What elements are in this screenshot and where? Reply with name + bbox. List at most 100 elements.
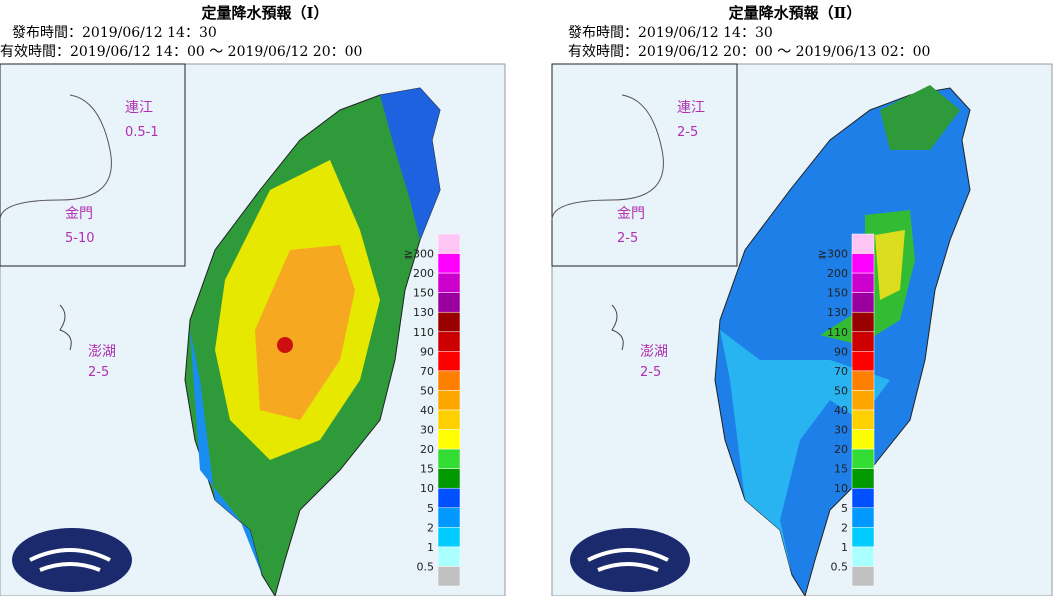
- inset-box: [0, 63, 186, 267]
- map: 連江0.5-1金門5-10澎湖2-5≧300200150130110907050…: [0, 63, 506, 596]
- valid-time: 有效時間：2019/06/12 14：00 ～ 2019/06/12 20：00: [0, 44, 363, 60]
- legend-swatch: [437, 409, 461, 430]
- legend-swatch: [437, 429, 461, 450]
- legend-swatch: [851, 546, 875, 567]
- legend-swatch: [851, 331, 875, 352]
- legend-label: 70: [834, 365, 848, 378]
- legend-label: 20: [834, 443, 848, 456]
- legend-swatch: [851, 351, 875, 372]
- legend-label: 110: [827, 326, 848, 339]
- legend-swatch: [437, 546, 461, 567]
- legend-label: 10: [834, 482, 848, 495]
- inset-name: 澎湖: [88, 344, 116, 360]
- legend-swatch: [851, 390, 875, 411]
- inset-value: 2-5: [88, 365, 109, 380]
- legend-swatch: [851, 311, 875, 333]
- legend-swatch: [437, 527, 461, 548]
- panel: 定量降水預報（Ⅱ） 發布時間：2019/06/12 14：30 有效時間：201…: [530, 0, 1060, 596]
- legend-label: 150: [413, 287, 434, 300]
- coast: [611, 304, 624, 351]
- map: 連江2-5金門2-5澎湖2-5≧300200150130110907050403…: [551, 63, 1053, 596]
- legend-label: 30: [420, 424, 434, 437]
- legend-swatch: [437, 468, 461, 489]
- inset-value: 2-5: [617, 231, 638, 246]
- legend-swatch: [851, 507, 875, 528]
- logo-mark: [587, 548, 669, 572]
- rain-area: [277, 337, 293, 353]
- legend-swatch: [851, 527, 875, 548]
- inset-value: 2-5: [640, 365, 661, 380]
- legend-label: 70: [420, 365, 434, 378]
- rain-area: [190, 330, 262, 575]
- legend-label: ≧300: [404, 248, 434, 261]
- inset-box: [551, 63, 738, 267]
- rain-area: [255, 245, 355, 420]
- logo: [570, 528, 690, 592]
- legend-swatch: [437, 448, 461, 469]
- legend-label: 0.5: [831, 560, 849, 573]
- legend-label: 50: [834, 384, 848, 397]
- legend-label: 150: [827, 287, 848, 300]
- rain-area: [720, 330, 890, 575]
- legend-label: 50: [420, 384, 434, 397]
- inset-name: 金門: [65, 206, 93, 222]
- legend-label: 5: [841, 502, 848, 515]
- legend-label: 110: [413, 326, 434, 339]
- legend-label: 200: [827, 267, 848, 280]
- legend-swatch: [851, 370, 875, 391]
- legend-swatch: [851, 487, 875, 509]
- inset-value: 5-10: [65, 231, 95, 246]
- legend-swatch: [851, 429, 875, 450]
- legend-label: 40: [420, 404, 434, 417]
- legend-swatch: [851, 409, 875, 430]
- legend-swatch: [437, 292, 461, 313]
- inset-value: 0.5-1: [125, 125, 159, 140]
- coast: [0, 94, 112, 221]
- inset-name: 連江: [677, 100, 705, 116]
- issue-time: 發布時間：2019/06/12 14：30: [568, 25, 773, 41]
- legend-label: 2: [427, 521, 434, 534]
- legend-label: ≧300: [818, 248, 848, 261]
- legend-label: 1: [427, 541, 434, 554]
- valid-time: 有效時間：2019/06/12 20：00 ～ 2019/06/13 02：00: [568, 44, 931, 60]
- rain-area: [380, 88, 440, 240]
- title: 定量降水預報（Ⅱ）: [728, 4, 862, 22]
- legend-swatch: [437, 272, 461, 293]
- inset-name: 連江: [125, 100, 153, 116]
- legend-swatch: [437, 390, 461, 411]
- legend-swatch: [851, 233, 875, 254]
- legend-label: 130: [413, 306, 434, 319]
- rain-area: [880, 85, 960, 150]
- coast: [551, 94, 664, 221]
- issue-time: 發布時間：2019/06/12 14：30: [12, 25, 217, 41]
- logo-mark: [29, 548, 111, 572]
- legend-swatch: [437, 331, 461, 352]
- legend-swatch: [437, 351, 461, 372]
- legend-label: 15: [834, 463, 848, 476]
- legend-swatch: [851, 292, 875, 313]
- panel: 定量降水預報（Ⅰ） 發布時間：2019/06/12 14：30 有效時間：201…: [0, 4, 506, 596]
- logo: [12, 528, 132, 592]
- legend-swatch: [437, 370, 461, 391]
- legend-swatch: [437, 487, 461, 509]
- legend-swatch: [437, 253, 461, 274]
- legend-label: 2: [841, 521, 848, 534]
- legend-swatch: [437, 507, 461, 528]
- coast: [59, 304, 72, 351]
- rain-area: [875, 230, 905, 300]
- legend-swatch: [437, 233, 461, 254]
- legend-label: 5: [427, 502, 434, 515]
- legend-swatch: [437, 566, 461, 587]
- legend-swatch: [437, 311, 461, 333]
- legend-label: 15: [420, 463, 434, 476]
- inset-name: 澎湖: [640, 344, 668, 360]
- legend-swatch: [851, 272, 875, 293]
- legend-swatch: [851, 253, 875, 274]
- legend-label: 0.5: [417, 560, 435, 573]
- legend-label: 90: [420, 345, 434, 358]
- legend-swatch: [851, 566, 875, 587]
- legend-label: 1: [841, 541, 848, 554]
- legend-swatch: [851, 468, 875, 489]
- legend-swatch: [851, 448, 875, 469]
